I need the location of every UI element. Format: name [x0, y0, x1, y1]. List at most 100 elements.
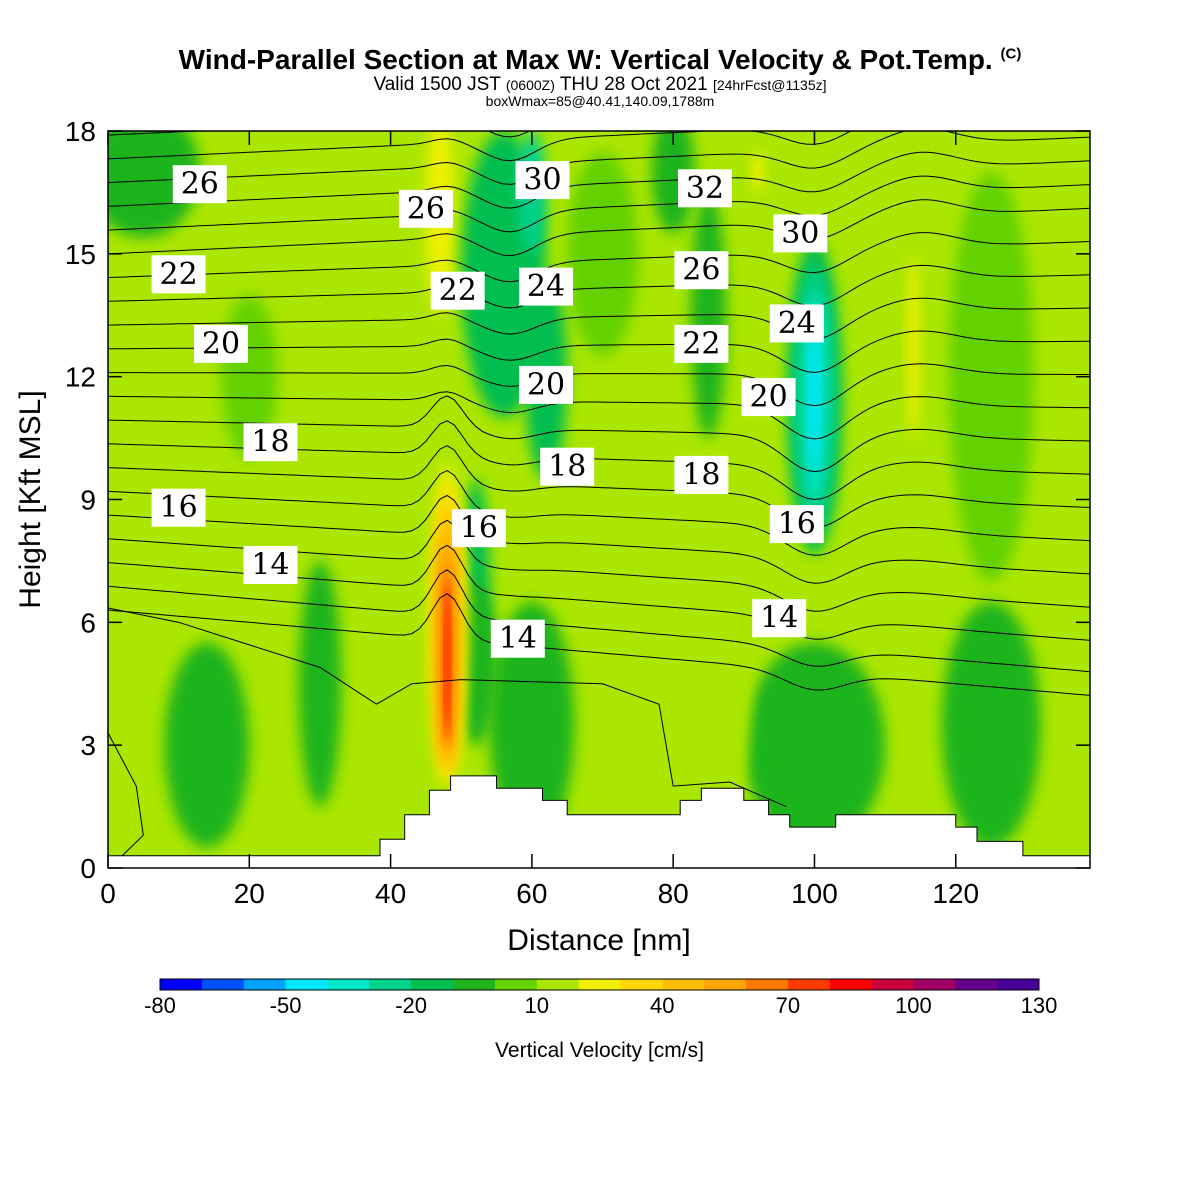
colorbar-swatch — [787, 979, 831, 990]
colorbar-swatch — [327, 979, 370, 990]
theta-contour-labels: 2622201816142622302420181614322622183024… — [151, 161, 828, 658]
theta-contour-line — [108, 131, 1090, 185]
theta-contour-line — [108, 297, 1090, 340]
theta-label: 22 — [151, 255, 206, 294]
theta-label: 30 — [773, 214, 828, 253]
velocity-core — [911, 267, 916, 425]
theta-contour-line — [108, 593, 1090, 696]
velocity-blob — [164, 642, 250, 848]
x-tick-label: 60 — [516, 878, 547, 909]
y-tick-label: 3 — [80, 730, 96, 761]
colorbar-swatch — [997, 979, 1040, 990]
colorbar-tick-label: -50 — [270, 993, 302, 1018]
colorbar-swatch — [662, 979, 705, 990]
x-tick-label: 80 — [658, 878, 689, 909]
axes: 0 20 40 60 80 100 120 0 3 6 9 12 15 18 — [65, 116, 1090, 909]
x-tick-label: 40 — [375, 878, 406, 909]
colorbar-swatch — [411, 979, 454, 990]
velocity-blob — [609, 376, 667, 705]
theta-label: 22 — [674, 324, 729, 363]
theta-label-text: 16 — [160, 490, 198, 525]
theta-label-text: 26 — [682, 253, 720, 288]
velocity-blob — [489, 601, 575, 848]
theta-label: 16 — [769, 505, 824, 544]
theta-label: 18 — [243, 423, 298, 462]
colorbar-frame — [159, 978, 1040, 991]
theta-label-text: 24 — [778, 306, 816, 341]
y-tick-label: 9 — [80, 485, 96, 516]
theta-contour-line — [108, 494, 1090, 584]
velocity-core — [811, 323, 818, 472]
theta-contour-line — [108, 363, 1090, 407]
theta-label-text: 24 — [527, 269, 565, 304]
velocity-blob — [743, 642, 886, 848]
colorbar-swatch — [704, 979, 747, 990]
x-tick-label: 100 — [791, 878, 838, 909]
theta-label: 14 — [490, 619, 545, 658]
velocity-blob — [948, 171, 1034, 582]
colorbar-swatch — [494, 979, 538, 990]
theta-label-text: 30 — [523, 163, 561, 198]
theta-label-text: 18 — [682, 457, 720, 492]
y-tick-label: 12 — [65, 362, 96, 393]
colorbar-swatch — [578, 979, 621, 990]
colorbar-swatch — [829, 979, 873, 990]
theta-label: 26 — [674, 251, 729, 290]
theta-label: 22 — [430, 271, 485, 310]
theta-label-text: 30 — [781, 216, 819, 251]
theta-label-text: 22 — [439, 273, 477, 308]
velocity-blob — [941, 601, 1041, 848]
chart-box-info: boxWmax=85@40.41,140.09,1788m — [485, 93, 715, 109]
velocity-blob — [567, 151, 638, 357]
colorbar-swatch — [243, 979, 287, 990]
theta-label: 20 — [741, 378, 796, 417]
theta-label-text: 26 — [407, 191, 445, 226]
theta-contours — [108, 131, 1090, 857]
velocity-core — [755, 155, 761, 189]
colorbar-swatch — [620, 979, 663, 990]
colorbar-tick-label: 130 — [1021, 993, 1058, 1018]
theta-label-text: 14 — [251, 548, 289, 583]
theta-label-text: 20 — [202, 326, 240, 361]
copyright-mark: (C) — [1000, 45, 1022, 63]
y-tick-label: 6 — [80, 607, 96, 638]
x-tick-label: 20 — [234, 878, 265, 909]
theta-label: 24 — [769, 304, 824, 343]
velocity-blob — [298, 560, 342, 807]
theta-label: 16 — [451, 509, 506, 548]
theta-contour-line — [108, 175, 1090, 233]
theta-label: 24 — [519, 267, 573, 306]
theta-label: 16 — [151, 488, 206, 527]
theta-label: 18 — [674, 455, 729, 494]
theta-label-text: 22 — [682, 326, 720, 361]
y-tick-label: 18 — [65, 116, 96, 147]
theta-contour-line — [108, 607, 787, 808]
theta-label: 30 — [515, 161, 570, 200]
colorbar-swatch — [369, 979, 412, 990]
velocity-blob — [708, 519, 751, 807]
terrain — [107, 775, 1091, 869]
colorbar-swatch — [746, 979, 789, 990]
colorbar-swatch — [955, 979, 998, 990]
theta-label: 26 — [398, 189, 453, 228]
terrain-profile — [107, 775, 1091, 869]
colorbar-swatch — [201, 979, 245, 990]
theta-label: 18 — [540, 447, 595, 486]
theta-label-text: 18 — [548, 449, 586, 484]
theta-label-text: 26 — [181, 167, 219, 202]
colorbar-swatch — [536, 979, 580, 990]
theta-label: 20 — [194, 324, 248, 363]
colorbar-swatch — [160, 979, 203, 990]
colorbar-title: Vertical Velocity [cm/s] — [495, 1039, 704, 1062]
theta-label-text: 16 — [460, 511, 498, 546]
theta-contour-line — [108, 470, 1090, 556]
theta-contour-line — [108, 391, 1090, 440]
colorbar-swatch — [285, 979, 328, 990]
theta-contour-line — [108, 199, 1090, 257]
colorbar-tick-label: 40 — [650, 993, 674, 1018]
colorbar-swatch — [871, 979, 914, 990]
theta-contour-line — [108, 131, 531, 138]
theta-contour-line — [108, 131, 852, 162]
theta-label-text: 14 — [499, 621, 537, 656]
colorbar-tick-label: -80 — [144, 993, 176, 1018]
